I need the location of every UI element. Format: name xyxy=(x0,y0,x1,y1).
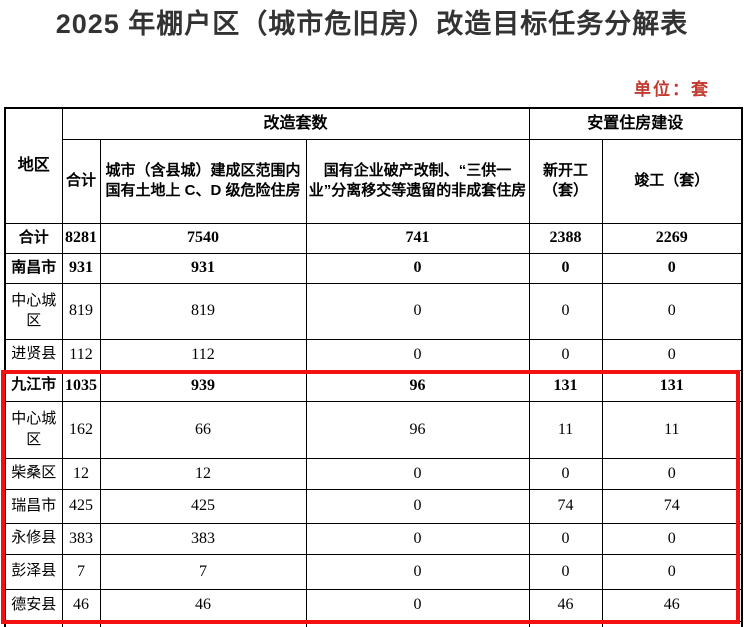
value-cell: 931 xyxy=(61,252,101,284)
value-cell: 0 xyxy=(528,522,603,555)
region-cell: 德安县 xyxy=(4,588,63,622)
empty-cell xyxy=(99,620,307,627)
value-cell: 131 xyxy=(601,369,743,402)
value-cell: 425 xyxy=(99,488,307,524)
table-row-nanchang-central: 中心城区 819 819 0 0 0 xyxy=(4,282,743,340)
region-cell: 中心城区 xyxy=(4,282,63,340)
header-region: 地区 xyxy=(4,107,63,224)
value-cell: 383 xyxy=(61,522,101,555)
value-cell: 0 xyxy=(305,457,530,490)
value-cell: 0 xyxy=(601,282,743,340)
value-cell: 0 xyxy=(601,252,743,284)
value-cell: 931 xyxy=(99,252,307,284)
value-cell: 0 xyxy=(601,338,743,371)
value-cell: 12 xyxy=(61,457,101,490)
value-cell: 11 xyxy=(528,400,603,459)
region-cell: 瑞昌市 xyxy=(4,488,63,524)
value-cell: 939 xyxy=(99,369,307,402)
header-group-resettlement: 安置住房建设 xyxy=(528,107,743,140)
header-col-total: 合计 xyxy=(61,138,101,224)
region-cell: 彭泽县 xyxy=(4,553,63,590)
value-cell: 0 xyxy=(305,252,530,284)
value-cell: 46 xyxy=(601,588,743,622)
value-cell: 0 xyxy=(528,252,603,284)
table-row-total: 合计 8281 7540 741 2388 2269 xyxy=(4,222,743,254)
header-col-new-start: 新开工（套） xyxy=(528,138,603,224)
value-cell: 425 xyxy=(61,488,101,524)
table-header: 地区 改造套数 安置住房建设 合计 城市（含县城）建成区范围内国有土地上 C、D… xyxy=(4,107,743,224)
table-row-jiujiang-central: 中心城区 162 66 96 11 11 xyxy=(4,400,743,459)
target-task-table: 地区 改造套数 安置住房建设 合计 城市（含县城）建成区范围内国有土地上 C、D… xyxy=(4,107,744,627)
table-row-pengze: 彭泽县 7 7 0 0 0 xyxy=(4,553,743,590)
table-body: 合计 8281 7540 741 2388 2269 南昌市 931 931 0… xyxy=(4,222,743,627)
value-cell: 2388 xyxy=(528,222,603,254)
value-cell: 74 xyxy=(601,488,743,524)
value-cell: 2269 xyxy=(601,222,743,254)
value-cell: 7 xyxy=(61,553,101,590)
value-cell: 46 xyxy=(528,588,603,622)
region-cell: 中心城区 xyxy=(4,400,63,459)
empty-cell xyxy=(601,620,743,627)
header-col-soe-housing: 国有企业破产改制、“三供一业”分离移交等遗留的非成套住房 xyxy=(305,138,530,224)
value-cell: 819 xyxy=(99,282,307,340)
region-cell: 合计 xyxy=(4,222,63,254)
header-group-renovation: 改造套数 xyxy=(61,107,530,140)
region-cell: 南昌市 xyxy=(4,252,63,284)
value-cell: 383 xyxy=(99,522,307,555)
value-cell: 96 xyxy=(305,400,530,459)
value-cell: 0 xyxy=(601,522,743,555)
value-cell: 66 xyxy=(99,400,307,459)
table-row-nanchang: 南昌市 931 931 0 0 0 xyxy=(4,252,743,284)
value-cell: 112 xyxy=(99,338,307,371)
unit-label: 单位：套 xyxy=(634,80,710,99)
value-cell: 0 xyxy=(528,338,603,371)
value-cell: 46 xyxy=(61,588,101,622)
region-cell: 九江市 xyxy=(4,369,63,402)
value-cell: 0 xyxy=(528,457,603,490)
value-cell: 8281 xyxy=(61,222,101,254)
value-cell: 112 xyxy=(61,338,101,371)
region-cell: 柴桑区 xyxy=(4,457,63,490)
value-cell: 96 xyxy=(305,369,530,402)
empty-cell xyxy=(305,620,530,627)
value-cell: 0 xyxy=(305,522,530,555)
value-cell: 0 xyxy=(305,588,530,622)
value-cell: 46 xyxy=(99,588,307,622)
table-row-chaisang: 柴桑区 12 12 0 0 0 xyxy=(4,457,743,490)
value-cell: 1035 xyxy=(61,369,101,402)
header-col-completed: 竣工（套） xyxy=(601,138,743,224)
header-col-cd-housing: 城市（含县城）建成区范围内国有土地上 C、D 级危险住房 xyxy=(99,138,307,224)
value-cell: 131 xyxy=(528,369,603,402)
value-cell: 74 xyxy=(528,488,603,524)
value-cell: 0 xyxy=(305,282,530,340)
region-cell: 进贤县 xyxy=(4,338,63,371)
table-row-yongxiu: 永修县 383 383 0 0 0 xyxy=(4,522,743,555)
region-cell: 永修县 xyxy=(4,522,63,555)
table-row-jiujiang: 九江市 1035 939 96 131 131 xyxy=(4,369,743,402)
empty-cell xyxy=(528,620,603,627)
value-cell: 819 xyxy=(61,282,101,340)
value-cell: 7540 xyxy=(99,222,307,254)
value-cell: 12 xyxy=(99,457,307,490)
value-cell: 0 xyxy=(601,553,743,590)
value-cell: 0 xyxy=(305,338,530,371)
value-cell: 0 xyxy=(528,282,603,340)
table-row-dean: 德安县 46 46 0 46 46 xyxy=(4,588,743,622)
empty-cell xyxy=(61,620,101,627)
value-cell: 0 xyxy=(305,488,530,524)
table-row-cutoff xyxy=(4,620,743,627)
value-cell: 0 xyxy=(305,553,530,590)
table-row-ruichang: 瑞昌市 425 425 0 74 74 xyxy=(4,488,743,524)
page-title: 2025 年棚户区（城市危旧房）改造目标任务分解表 xyxy=(55,9,689,39)
empty-cell xyxy=(4,620,63,627)
value-cell: 741 xyxy=(305,222,530,254)
value-cell: 0 xyxy=(528,553,603,590)
value-cell: 11 xyxy=(601,400,743,459)
value-cell: 162 xyxy=(61,400,101,459)
value-cell: 7 xyxy=(99,553,307,590)
value-cell: 0 xyxy=(601,457,743,490)
table-row-jinxian: 进贤县 112 112 0 0 0 xyxy=(4,338,743,371)
